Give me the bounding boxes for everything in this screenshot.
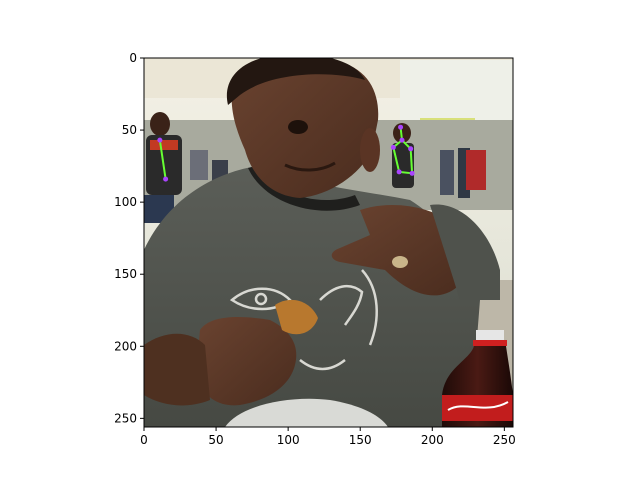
x-tick-label: 200 [421,433,444,447]
y-tick-label: 150 [114,267,137,281]
man-head [226,58,380,198]
skeleton-limb [158,140,167,180]
x-tick-label: 100 [277,433,300,447]
keypoint-person2-head [157,137,163,143]
x-tick-label: 50 [208,433,223,447]
foil-wrap [225,398,388,427]
ring [392,256,408,268]
y-tick-label: 250 [114,411,137,425]
x-tick-label: 150 [349,433,372,447]
keypoint-hip-right [409,170,415,176]
fried-food [275,299,318,335]
eye [288,120,308,134]
keypoint-hip-left [396,169,402,175]
x-tick-label: 0 [140,433,148,447]
keypoint-head [398,124,404,130]
pose-overlay [157,124,415,182]
x-tick-label: 250 [493,433,516,447]
man-right-arm [331,204,500,300]
y-tick-label: 50 [122,123,137,137]
y-axis: 0 50 100 150 200 250 [114,51,144,425]
photo [144,58,513,427]
cola-bottle [442,330,513,427]
mouth [284,161,336,172]
axes-frame [143,57,514,428]
man-left-hand [144,299,318,406]
keypoint-neck [399,137,405,143]
skeleton-limb [392,147,401,173]
background-crowd [190,148,486,198]
skeleton-limb [409,148,414,174]
y-tick-label: 200 [114,339,137,353]
y-tick-label: 100 [114,195,137,209]
hair [226,58,365,105]
keypoint-shoulder-right [408,146,414,152]
x-axis: 0 50 100 150 200 250 [140,427,516,447]
y-tick-label: 0 [129,51,137,65]
shirt-print [229,269,378,371]
keypoint-shoulder-left [390,144,396,150]
ear [360,128,380,172]
keypoint-person2-hip [163,176,169,182]
